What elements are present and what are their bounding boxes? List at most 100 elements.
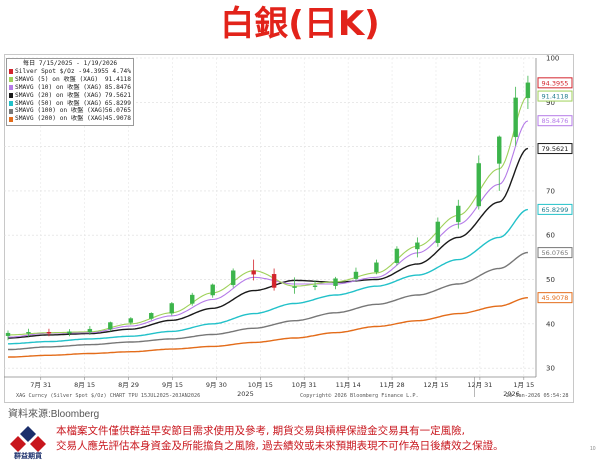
value-tag-box — [537, 77, 573, 89]
legend-row: SMAVG (50) on 收盤 (XAG) 65.8299 — [9, 100, 131, 108]
candle-body — [190, 294, 195, 304]
legend-swatch — [9, 116, 13, 122]
candle-body — [456, 205, 461, 223]
ma-line-100 — [8, 251, 528, 351]
x-tick-label: 9月 30 — [206, 381, 227, 389]
legend-value: 94.3955 4.74% — [82, 67, 131, 75]
legend-swatch — [9, 93, 13, 99]
candle-body — [525, 82, 531, 99]
candle-body — [46, 332, 52, 334]
chart-legend: 每日 7/15/2025 - 1/19/2026 Silver Spot $/O… — [6, 58, 134, 127]
value-tag-box — [537, 247, 573, 259]
page-title: 白銀(日K) — [220, 4, 380, 44]
legend-row: Silver Spot $/Oz - 最新價94.3955 4.74% — [9, 68, 131, 76]
legend-label: SMAVG (50) on 收盤 (XAG) — [15, 99, 102, 107]
legend-rows: Silver Spot $/Oz - 最新價94.3955 4.74%SMAVG… — [9, 68, 131, 123]
candle-body — [312, 285, 318, 287]
ma-line-50 — [8, 208, 529, 345]
candle-body — [353, 271, 359, 279]
value-tag-box — [537, 143, 573, 155]
candle-body — [374, 262, 379, 273]
candle-body — [497, 136, 502, 164]
legend-label: SMAVG (20) on 收盤 (XAG) — [15, 91, 102, 99]
legend-swatch — [9, 77, 13, 83]
x-tick-label: 9月 15 — [162, 381, 183, 389]
legend-value: 56.0765 — [104, 107, 131, 115]
legend-value: 65.8299 — [104, 99, 131, 107]
chart-footer-copyright: Copyright© 2026 Bloomberg Finance L.P. — [300, 393, 419, 399]
chart-footer-timestamp: 20-Jan-2026 05:54:28 — [506, 393, 569, 399]
y-tick-label: 50 — [546, 276, 555, 284]
candle-body — [476, 163, 481, 207]
value-tag-label: 91.4118 — [542, 93, 569, 101]
chart-footer-ticker: XAG Curncy (Silver Spot $/Oz) CHART TPU … — [16, 393, 201, 399]
y-tick-label: 70 — [546, 187, 555, 195]
x-tick-label: 1月 15 — [513, 381, 534, 389]
value-tag-box — [537, 115, 573, 127]
x-tick-label: 11月 28 — [380, 381, 405, 389]
candle-body — [292, 286, 297, 288]
x-tick-label: 10月 15 — [248, 381, 273, 389]
candle-body — [169, 303, 174, 314]
legend-swatch — [9, 108, 13, 114]
candle-body — [435, 221, 441, 243]
ma-line-10 — [8, 120, 529, 338]
value-tag-box — [537, 90, 573, 102]
x-tick-label: 12月 31 — [467, 381, 492, 389]
y-tick-label: 40 — [546, 320, 555, 328]
legend-value: 91.4118 — [104, 75, 131, 83]
y-tick-label: 30 — [546, 365, 555, 373]
legend-row: SMAVG (5) on 收盤 (XAG) 91.4118 — [9, 76, 131, 84]
x-tick-label: 12月 15 — [423, 381, 448, 389]
candle-body — [513, 97, 518, 138]
y-axis: 10090807060504030 — [535, 55, 559, 377]
legend-label: SMAVG (200) on 收盤 (XAG) — [15, 115, 105, 123]
ma-line-20 — [8, 147, 529, 339]
disclaimer-line-2: 交易人應先評估本身資金及所能擔負之風險, 過去績效或未來預期表現不可作為日後績效… — [56, 440, 504, 452]
candle-body — [87, 328, 93, 333]
legend-label: SMAVG (100) on 收盤 (XAG) — [15, 107, 105, 115]
moving-averages — [7, 95, 529, 358]
company-logo — [10, 426, 46, 452]
candle-body — [67, 331, 72, 334]
legend-value: 45.9078 — [104, 115, 131, 123]
y-tick-label: 90 — [546, 99, 555, 107]
x-tick-label: 7月 31 — [30, 381, 51, 389]
legend-header: 每日 7/15/2025 - 1/19/2026 — [22, 60, 118, 67]
value-tags: 94.3955 91.4118 85.8476 79.5621 65.8299 56.07… — [537, 77, 573, 304]
candle-body — [210, 284, 215, 296]
x-tick-label: 11月 14 — [336, 381, 361, 389]
candle-body — [394, 248, 400, 263]
legend-value: 85.8476 — [104, 83, 131, 91]
x-year-label: 2025 — [237, 390, 254, 398]
candle-body — [230, 270, 236, 286]
disclaimer-line-1: 本檔案文件僅供群益早安節目需求使用及參考, 期貨交易與槓桿保證金交易具有一定風險… — [56, 425, 466, 437]
candle-body — [415, 242, 420, 250]
y-tick-label: 60 — [546, 232, 555, 240]
legend-label: SMAVG (5) on 收盤 (XAG) — [15, 75, 99, 83]
candle-body — [271, 274, 277, 288]
legend-value: 79.5621 — [104, 91, 131, 99]
candle-body — [108, 322, 113, 330]
candle-body — [149, 313, 154, 319]
legend-swatch — [9, 100, 13, 106]
legend-row: SMAVG (20) on 收盤 (XAG) 79.5621 — [9, 92, 131, 100]
x-year-label: 2026 — [503, 390, 520, 398]
value-tag-label: 85.8476 — [542, 117, 569, 125]
legend-swatch — [9, 69, 13, 75]
value-tag-box — [537, 292, 573, 304]
value-tag-label: 65.8299 — [542, 206, 569, 214]
value-tag-label: 56.0765 — [542, 249, 569, 257]
value-tag-label: 45.9078 — [542, 294, 569, 302]
ma-line-200 — [7, 297, 528, 358]
legend-row: SMAVG (100) on 收盤 (XAG) 56.0765 — [9, 107, 131, 115]
page-number: 10 — [590, 446, 596, 452]
candles — [5, 75, 531, 341]
y-tick-label: 100 — [546, 55, 559, 63]
candle-body — [128, 318, 134, 323]
ma-line-5 — [8, 95, 529, 336]
disclaimer: 本檔案文件僅供群益早安節目需求使用及參考, 期貨交易與槓桿保證金交易具有一定風險… — [56, 424, 504, 454]
legend-label: Silver Spot $/Oz - 最新價 — [15, 67, 83, 75]
legend-row: SMAVG (10) on 收盤 (XAG) 85.8476 — [9, 84, 131, 92]
legend-label: SMAVG (10) on 收盤 (XAG) — [15, 83, 102, 91]
